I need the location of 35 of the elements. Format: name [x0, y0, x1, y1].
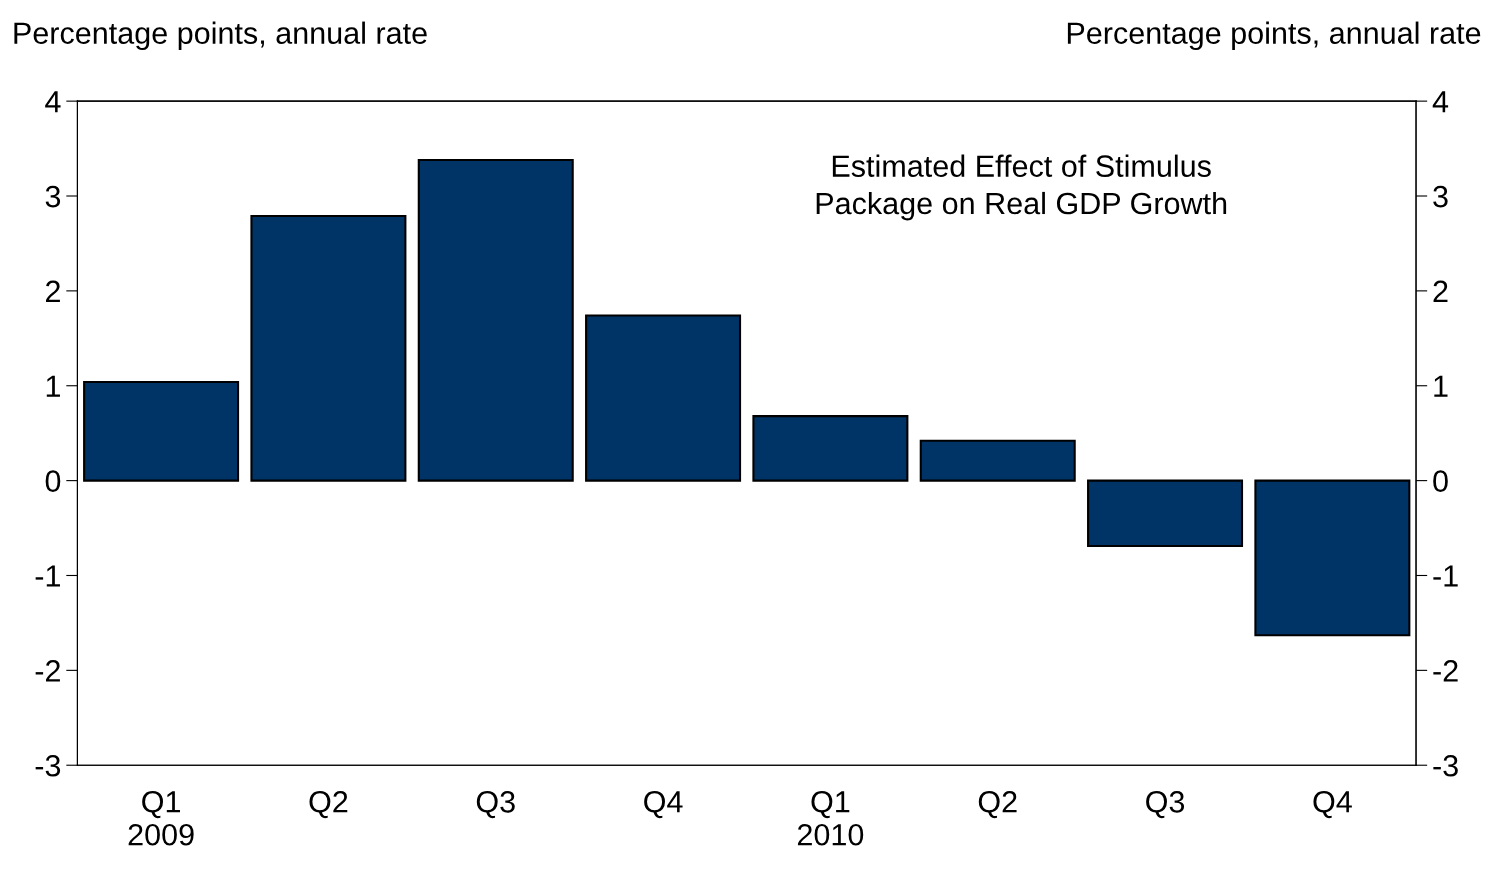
- x-tick-label: Q3: [476, 791, 515, 819]
- y2-tick-label: -2: [1433, 660, 1458, 682]
- y2-tick-label: 0: [1433, 470, 1448, 492]
- bar: [1087, 479, 1244, 548]
- bar: [585, 314, 742, 482]
- bar: [1254, 479, 1411, 637]
- bar: [250, 214, 407, 482]
- x-tick-label: Q2: [309, 791, 348, 819]
- y2-tick-label: 3: [1433, 185, 1448, 208]
- x-tick-label: Q1 2010: [797, 791, 864, 846]
- y2-axis-title: Percentage points, annual rate: [1067, 21, 1481, 51]
- y-tick-label: -1: [35, 565, 60, 587]
- y-tick-label: 0: [45, 470, 61, 492]
- y2-tick-label: -1: [1433, 565, 1458, 587]
- y-tick-label: 2: [46, 280, 60, 302]
- bar: [83, 380, 240, 482]
- y-axis-title: Percentage points, annual rate: [14, 21, 427, 51]
- y2-tick-label: 4: [1432, 91, 1449, 113]
- bar: [417, 158, 574, 482]
- y-tick-label: 3: [45, 185, 61, 208]
- x-tick-label: Q4: [644, 791, 683, 819]
- y-tick-label: 1: [46, 375, 60, 397]
- y2-tick-label: -3: [1433, 754, 1458, 777]
- x-tick-label: Q1 2009: [128, 791, 194, 846]
- x-tick-label: Q2: [978, 791, 1017, 819]
- x-tick-label: Q3: [1146, 791, 1185, 819]
- y-tick-label: -3: [35, 754, 61, 777]
- bar: [919, 439, 1076, 482]
- y-tick-label: -2: [35, 660, 60, 682]
- y2-tick-label: 2: [1433, 280, 1448, 302]
- y2-tick-label: 1: [1434, 375, 1448, 397]
- y-tick-label: 4: [45, 91, 61, 113]
- text: Estimated Effect of Stimulus Package on Real GDP Growth: [816, 154, 1227, 221]
- x-tick-label: Q4: [1313, 791, 1352, 819]
- bar: [752, 415, 909, 482]
